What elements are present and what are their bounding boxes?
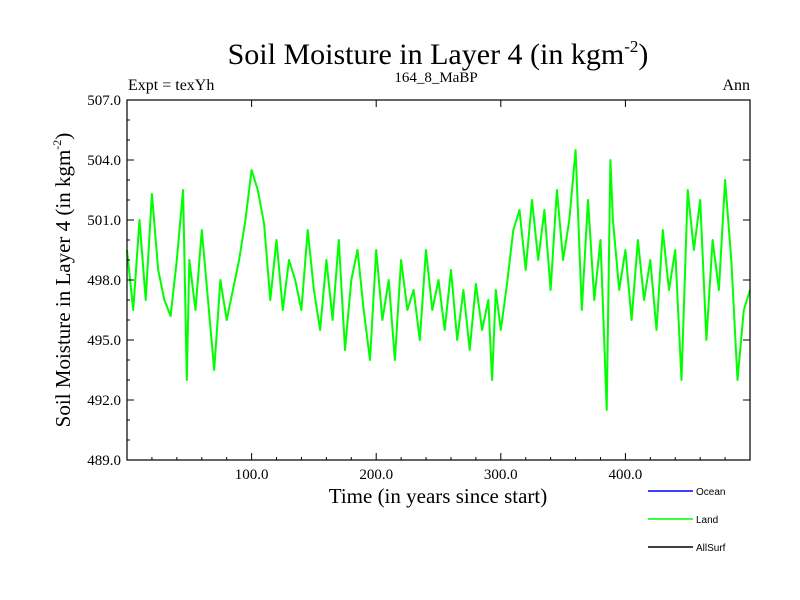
experiment-label: Expt = texYh bbox=[128, 77, 214, 94]
season-label: Ann bbox=[722, 77, 750, 94]
x-tick-label: 200.0 bbox=[359, 467, 393, 483]
chart-title-superscript: -2 bbox=[624, 37, 638, 56]
chart-title: Soil Moisture in Layer 4 (in kgm-2) bbox=[228, 37, 649, 71]
series-line-land bbox=[126, 149, 751, 411]
x-axis: 100.0 200.0 300.0 400.0 bbox=[151, 100, 726, 483]
y-tick-label: 498.0 bbox=[87, 273, 121, 289]
y-tick-label: 495.0 bbox=[87, 333, 121, 349]
y-tick-label: 504.0 bbox=[87, 153, 121, 169]
legend-label-ocean: Ocean bbox=[696, 487, 725, 498]
plot-area bbox=[126, 149, 751, 411]
y-axis: 489.0 492.0 495.0 498.0 501.0 504.0 507.0 bbox=[87, 93, 750, 469]
legend: Ocean Land AllSurf bbox=[648, 487, 726, 554]
period-label: 164_8_MaBP bbox=[394, 70, 477, 86]
legend-label-allsurf: AllSurf bbox=[696, 543, 726, 554]
y-tick-label: 492.0 bbox=[87, 393, 121, 409]
y-axis-title-superscript: -2 bbox=[50, 140, 64, 150]
y-tick-label: 489.0 bbox=[87, 453, 121, 469]
x-axis-title: Time (in years since start) bbox=[329, 484, 548, 508]
y-axis-title: Soil Moisture in Layer 4 (in kgm-2) bbox=[50, 133, 75, 428]
legend-label-land: Land bbox=[696, 515, 718, 526]
x-tick-label: 300.0 bbox=[484, 467, 518, 483]
y-tick-label: 507.0 bbox=[87, 93, 121, 109]
y-tick-label: 501.0 bbox=[87, 213, 121, 229]
x-tick-label: 400.0 bbox=[609, 467, 643, 483]
x-tick-label: 100.0 bbox=[235, 467, 269, 483]
